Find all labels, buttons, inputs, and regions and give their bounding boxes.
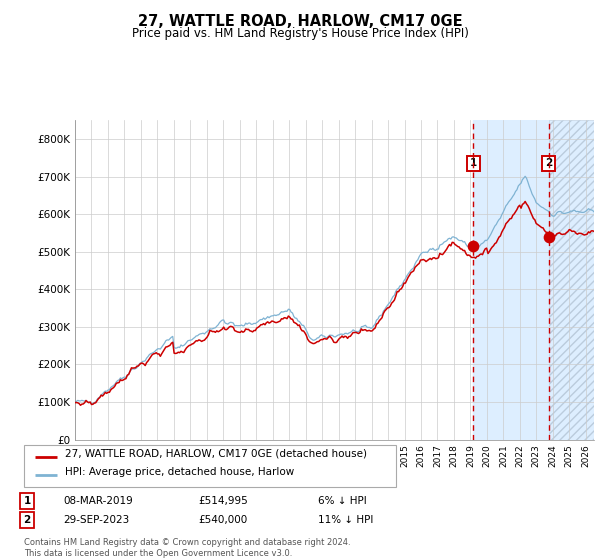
Point <box>544 232 553 241</box>
Bar <box>548 120 594 440</box>
Text: HPI: Average price, detached house, Harlow: HPI: Average price, detached house, Harl… <box>65 467 294 477</box>
Text: 29-SEP-2023: 29-SEP-2023 <box>63 515 129 525</box>
Text: 27, WATTLE ROAD, HARLOW, CM17 0GE (detached house): 27, WATTLE ROAD, HARLOW, CM17 0GE (detac… <box>65 449 367 459</box>
Text: 08-MAR-2019: 08-MAR-2019 <box>63 496 133 506</box>
Text: 2: 2 <box>23 515 31 525</box>
Text: 1: 1 <box>23 496 31 506</box>
Bar <box>473 120 548 440</box>
Text: £514,995: £514,995 <box>198 496 248 506</box>
Text: 6% ↓ HPI: 6% ↓ HPI <box>318 496 367 506</box>
Point <box>469 242 478 251</box>
Text: 2: 2 <box>545 158 552 169</box>
Text: 11% ↓ HPI: 11% ↓ HPI <box>318 515 373 525</box>
Text: Contains HM Land Registry data © Crown copyright and database right 2024.
This d: Contains HM Land Registry data © Crown c… <box>24 538 350 558</box>
Text: Price paid vs. HM Land Registry's House Price Index (HPI): Price paid vs. HM Land Registry's House … <box>131 27 469 40</box>
Text: 1: 1 <box>470 158 477 169</box>
Text: £540,000: £540,000 <box>198 515 247 525</box>
Text: 27, WATTLE ROAD, HARLOW, CM17 0GE: 27, WATTLE ROAD, HARLOW, CM17 0GE <box>137 14 463 29</box>
FancyBboxPatch shape <box>24 445 396 487</box>
